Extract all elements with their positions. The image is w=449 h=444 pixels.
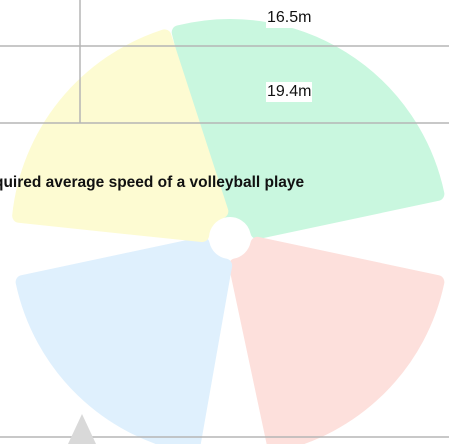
- decorative-wedge: [171, 19, 445, 240]
- decorative-wedge: [12, 29, 229, 243]
- triangle-icon: [68, 414, 96, 444]
- decorative-circle: [12, 19, 445, 444]
- decorative-wedge: [15, 236, 233, 444]
- table-cell: 16.5m: [266, 8, 313, 28]
- decorative-wedge: [228, 236, 445, 444]
- table-cell: 19.4m: [266, 82, 313, 102]
- caption: quired average speed of a volleyball pla…: [0, 174, 305, 191]
